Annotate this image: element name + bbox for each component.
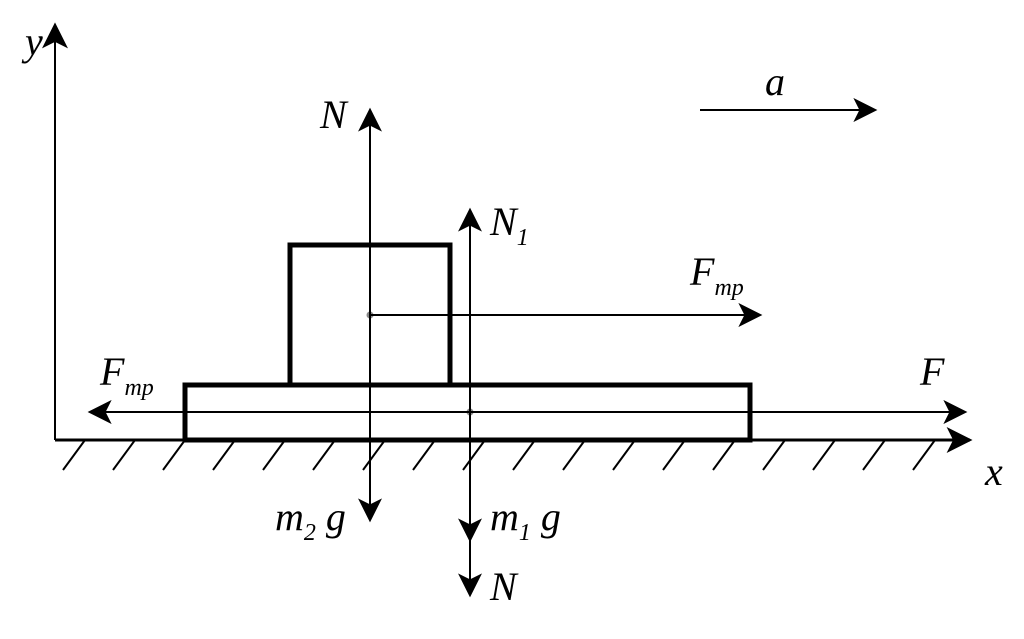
label-a: a xyxy=(765,59,785,104)
x-axis-label: x xyxy=(984,449,1003,494)
y-axis-label: y xyxy=(21,19,43,64)
label-Ftr-lower: Fтр xyxy=(99,349,154,401)
label-N: N xyxy=(319,92,349,137)
label-F: F xyxy=(919,349,945,394)
label-Ftr-upper: Fтр xyxy=(689,249,744,301)
label-m2g: m2 g xyxy=(275,494,346,546)
label-N1: N1 xyxy=(489,199,529,251)
label-m1g: m1 g xyxy=(490,494,561,546)
label-N-down: N xyxy=(489,564,519,609)
ground-hatch xyxy=(63,440,935,470)
